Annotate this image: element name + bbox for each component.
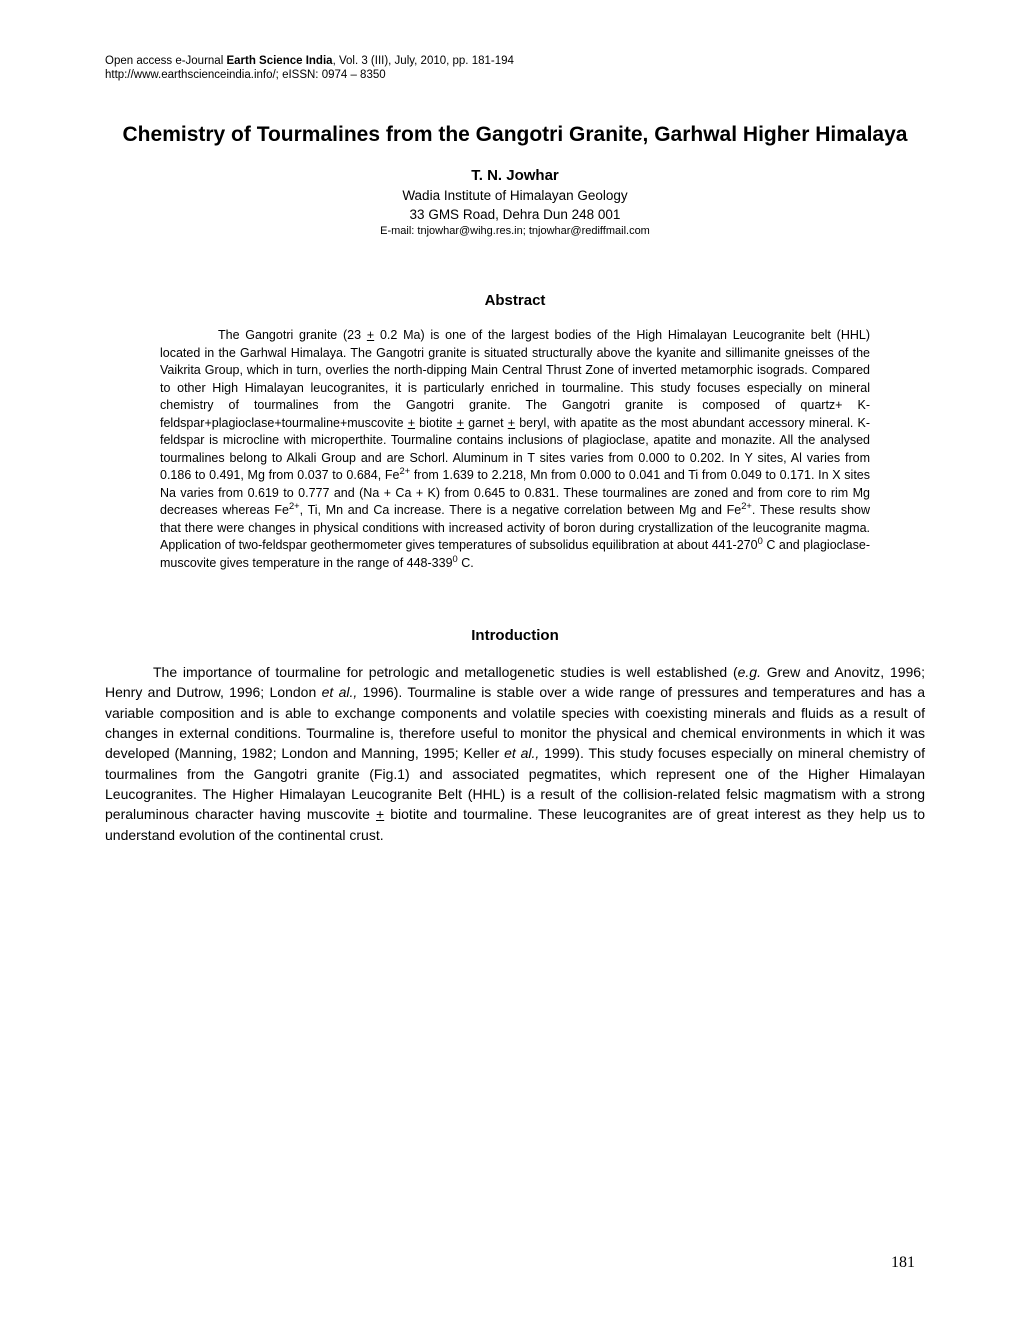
journal-header-line2: http://www.earthscienceindia.info/; eISS… bbox=[105, 69, 925, 81]
affiliation-line1: Wadia Institute of Himalayan Geology bbox=[105, 187, 925, 206]
journal-name: Earth Science India bbox=[226, 55, 332, 67]
introduction-heading: Introduction bbox=[105, 627, 925, 644]
author-name: T. N. Jowhar bbox=[105, 167, 925, 184]
abstract-body: The Gangotri granite (23 + 0.2 Ma) is on… bbox=[105, 327, 925, 572]
introduction-body: The importance of tourmaline for petrolo… bbox=[105, 662, 925, 845]
page-number: 181 bbox=[891, 1254, 915, 1272]
author-email: E-mail: tnjowhar@wihg.res.in; tnjowhar@r… bbox=[105, 225, 925, 237]
journal-suffix: , Vol. 3 (III), July, 2010, pp. 181-194 bbox=[333, 55, 514, 67]
journal-prefix: Open access e-Journal bbox=[105, 55, 226, 67]
affiliation-line2: 33 GMS Road, Dehra Dun 248 001 bbox=[105, 206, 925, 225]
paper-title: Chemistry of Tourmalines from the Gangot… bbox=[105, 121, 925, 149]
abstract-heading: Abstract bbox=[105, 292, 925, 309]
journal-header-line1: Open access e-Journal Earth Science Indi… bbox=[105, 55, 925, 67]
introduction-text: The importance of tourmaline for petrolo… bbox=[105, 664, 925, 842]
abstract-text: The Gangotri granite (23 + 0.2 Ma) is on… bbox=[160, 328, 870, 570]
